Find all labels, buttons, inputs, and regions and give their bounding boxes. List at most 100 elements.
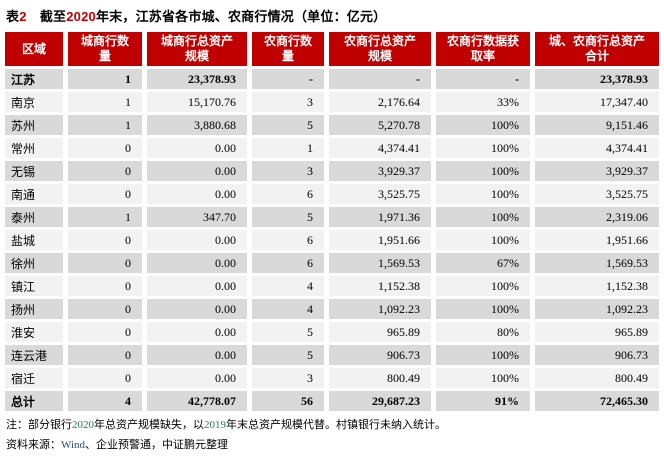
- value-cell: 906.73: [535, 345, 659, 365]
- text-segment: 、企业预警通，中证鹏元整理: [85, 438, 228, 451]
- region-cell: 南通: [5, 184, 63, 204]
- value-cell: 100%: [436, 230, 530, 250]
- value-cell: 0.00: [147, 345, 247, 365]
- column-header: 农商行总资产 规模: [329, 32, 431, 66]
- table-row: 江苏 1 23,378.93- - -23,378.93: [5, 69, 659, 89]
- value-cell: 3,929.37: [535, 161, 659, 181]
- value-cell: 0.00: [147, 230, 247, 250]
- table-row: 盐城 0 0.00 6 1,951.66 100% 1,951.66: [5, 230, 659, 250]
- value-cell: 906.73: [329, 345, 431, 365]
- value-cell: 1: [252, 138, 324, 158]
- value-cell: 3: [252, 92, 324, 112]
- value-cell: 15,170.76: [147, 92, 247, 112]
- text-segment: Wind: [61, 438, 85, 451]
- value-cell: 1,951.66: [329, 230, 431, 250]
- value-cell: 0.00: [147, 368, 247, 388]
- value-cell: 0.00: [147, 161, 247, 181]
- value-cell: 3,525.75: [329, 184, 431, 204]
- value-cell: 0: [68, 253, 142, 273]
- text-segment: 2020: [66, 9, 96, 24]
- value-cell: 91%: [436, 391, 530, 411]
- value-cell: 3,525.75: [535, 184, 659, 204]
- table-row: 宿迁 0 0.00 3 800.49 100% 800.49: [5, 368, 659, 388]
- value-cell: 5: [252, 345, 324, 365]
- value-cell: 4: [252, 276, 324, 296]
- text-segment: 2: [19, 9, 27, 24]
- value-cell: 0: [68, 322, 142, 342]
- value-cell: 100%: [436, 299, 530, 319]
- column-header: 区域: [5, 32, 63, 66]
- region-cell: 无锡: [5, 161, 63, 181]
- value-cell: 965.89: [535, 322, 659, 342]
- value-cell: 4: [68, 391, 142, 411]
- text-segment: 年总资产规模缺失，以: [94, 419, 204, 431]
- value-cell: 0.00: [147, 276, 247, 296]
- value-cell: 6: [252, 184, 324, 204]
- table-row: 泰州 1 347.70 5 1,971.36 100% 2,319.06: [5, 207, 659, 227]
- value-cell: 100%: [436, 368, 530, 388]
- value-cell: 0: [68, 161, 142, 181]
- table-row: 无锡 0 0.00 3 3,929.37 100% 3,929.37: [5, 161, 659, 181]
- table-row: 扬州 0 0.00 4 1,092.23 100% 1,092.23: [5, 299, 659, 319]
- value-cell: 4: [252, 299, 324, 319]
- value-cell: 100%: [436, 276, 530, 296]
- value-cell: 67%: [436, 253, 530, 273]
- value-cell: 0: [68, 276, 142, 296]
- value-cell: 3: [252, 161, 324, 181]
- region-cell: 总计: [5, 391, 63, 411]
- table-row: 淮安 0 0.00 5 965.89 80% 965.89: [5, 322, 659, 342]
- value-cell: 5,270.78: [329, 115, 431, 135]
- value-cell: 0: [68, 184, 142, 204]
- value-cell: 4,374.41: [329, 138, 431, 158]
- table-row: 徐州 0 0.00 6 1,569.53 67% 1,569.53: [5, 253, 659, 273]
- value-cell: 0: [68, 230, 142, 250]
- region-cell: 常州: [5, 138, 63, 158]
- column-header: 农商行数据获 取率: [436, 32, 530, 66]
- value-cell: -: [252, 69, 324, 89]
- value-cell: 0.00: [147, 184, 247, 204]
- region-cell: 淮安: [5, 322, 63, 342]
- table-row: 镇江 0 0.00 4 1,152.38 100% 1,152.38: [5, 276, 659, 296]
- region-cell: 扬州: [5, 299, 63, 319]
- value-cell: 1,971.36: [329, 207, 431, 227]
- text-segment: 截至: [26, 9, 67, 24]
- value-cell: 0.00: [147, 322, 247, 342]
- value-cell: 3: [252, 368, 324, 388]
- column-header: 农商行数量: [252, 32, 324, 66]
- value-cell: -: [436, 69, 530, 89]
- table-row: 常州 0 0.00 1 4,374.41 100% 4,374.41: [5, 138, 659, 158]
- value-cell: 100%: [436, 138, 530, 158]
- region-cell: 连云港: [5, 345, 63, 365]
- header-row: 区域 城商行数量城商行总资产 规模 农商行数量农商行总资产 规模 农商行数据获 取率 城、农商…: [5, 32, 659, 66]
- region-cell: 苏州: [5, 115, 63, 135]
- column-header: 城、农商行总资产 合计: [535, 32, 659, 66]
- text-segment: 年末总资产规模代替。村镇银行未纳入统计。: [226, 419, 446, 431]
- value-cell: 100%: [436, 345, 530, 365]
- text-segment: 表: [6, 9, 20, 24]
- column-header: 城商行数量: [68, 32, 142, 66]
- text-segment: 年末，江苏省各市城、农商行情况（单位：亿元）: [95, 9, 387, 24]
- value-cell: 72,465.30: [535, 391, 659, 411]
- value-cell: 1,569.53: [535, 253, 659, 273]
- value-cell: 3,880.68: [147, 115, 247, 135]
- source-line: 资料来源：Wind、企业预警通，中证鹏元整理: [0, 434, 664, 454]
- value-cell: 1: [68, 115, 142, 135]
- value-cell: 23,378.93: [535, 69, 659, 89]
- value-cell: 80%: [436, 322, 530, 342]
- value-cell: 1: [68, 92, 142, 112]
- value-cell: 9,151.46: [535, 115, 659, 135]
- value-cell: 5: [252, 115, 324, 135]
- value-cell: 100%: [436, 184, 530, 204]
- value-cell: 1: [68, 69, 142, 89]
- table-row: 南通 0 0.00 6 3,525.75 100% 3,525.75: [5, 184, 659, 204]
- value-cell: 0.00: [147, 299, 247, 319]
- value-cell: 800.49: [535, 368, 659, 388]
- value-cell: 100%: [436, 115, 530, 135]
- value-cell: 2,319.06: [535, 207, 659, 227]
- column-header: 城商行总资产 规模: [147, 32, 247, 66]
- region-cell: 盐城: [5, 230, 63, 250]
- value-cell: 100%: [436, 207, 530, 227]
- value-cell: 0.00: [147, 253, 247, 273]
- value-cell: 6: [252, 230, 324, 250]
